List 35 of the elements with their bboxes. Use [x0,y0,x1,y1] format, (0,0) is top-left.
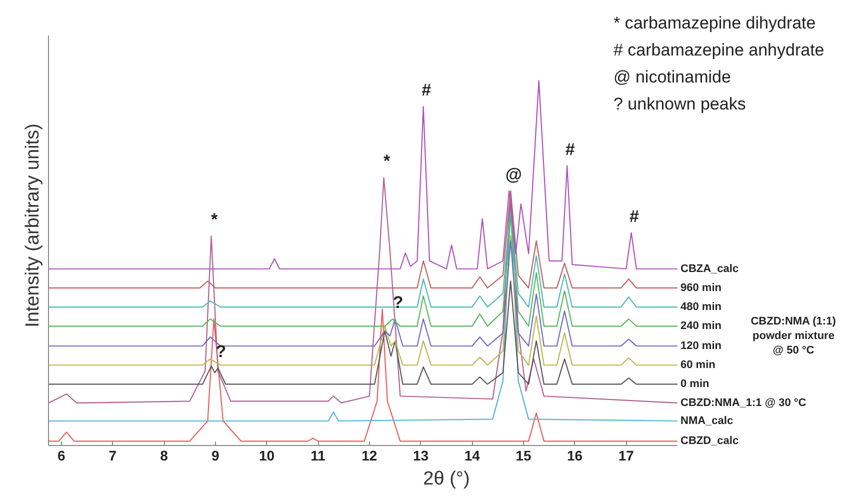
series-label: 960 min [680,282,722,294]
y-axis-title: Intensity (arbitrary units) [22,124,44,328]
x-axis-title: 2θ (°) [423,468,470,490]
x-tick-label: 17 [618,448,634,464]
x-tick-label: 16 [567,448,583,464]
series-label: 120 min [680,340,722,352]
text: # carbamazepine anhydrate [614,40,824,60]
series-label: CBZA_calc [680,262,739,275]
series-label: NMA_calc [680,414,734,427]
text: * carbamazepine dihydrate [614,14,816,32]
series-label: CBZD:NMA_1:1 @ 30 °C [680,396,806,409]
series-label: 60 min [680,359,716,372]
x-tick-label: 9 [211,448,220,464]
x-tick-label: 14 [464,448,480,464]
x-tick-label: 7 [108,448,117,464]
annotation: * [210,210,218,230]
x-tick-label: 11 [310,448,326,464]
x-tick-label: 10 [258,448,275,464]
text: CBZD:NMA (1:1) powder mixture @ 50 °C [750,316,836,356]
x-tick-label: 15 [516,448,532,464]
annotation: # [565,140,576,159]
annotation: # [630,206,640,226]
series-label: CBZD_calc [680,435,739,448]
x-tick-label: 13 [412,448,429,464]
x-tick-label: 6 [57,448,66,464]
annotation: * [383,152,390,171]
series-label: 240 min [680,320,722,332]
series-label: 0 min [680,378,710,390]
series-label: 480 min [680,301,722,314]
x-tick-label: 12 [362,448,378,464]
annotation: # [422,80,432,100]
x-tick-label: 8 [160,448,168,464]
annotation: @ nicotinamide [614,68,731,86]
annotation: @ [505,165,522,184]
annotation: ? unknown peaks [614,94,746,114]
